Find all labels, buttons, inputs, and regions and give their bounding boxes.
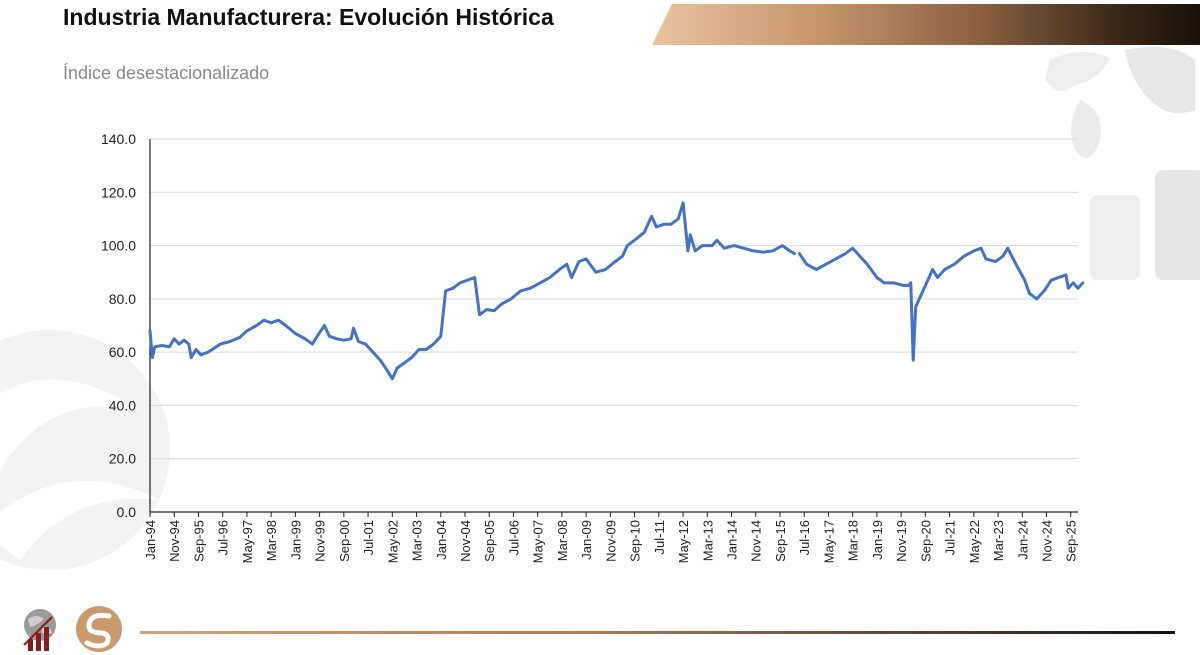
- x-tick-label: Mar-18: [846, 520, 861, 561]
- y-tick-label: 80.0: [109, 291, 136, 307]
- x-tick-label: Mar-03: [410, 520, 425, 561]
- y-tick-label: 120.0: [101, 184, 136, 200]
- x-tick-label: May-07: [531, 520, 546, 563]
- x-tick-label: Jan-14: [725, 520, 740, 560]
- x-tick-label: Jan-09: [579, 520, 594, 560]
- y-tick-label: 0.0: [117, 504, 137, 520]
- x-tick-label: Nov-09: [603, 520, 618, 562]
- series-line: [797, 246, 1085, 362]
- x-tick-label: Mar-23: [991, 520, 1006, 561]
- x-tick-label: Jan-24: [1015, 520, 1030, 560]
- x-tick-label: Jan-94: [143, 520, 158, 560]
- x-tick-label: Sep-25: [1064, 520, 1079, 562]
- y-tick-label: 20.0: [109, 451, 136, 467]
- x-tick-label: Sep-15: [773, 520, 788, 562]
- x-tick-label: Mar-08: [555, 520, 570, 561]
- x-tick-label: Jan-19: [870, 520, 885, 560]
- x-tick-label: Jul-21: [943, 520, 958, 555]
- x-tick-label: Mar-98: [264, 520, 279, 561]
- x-tick-label: Jan-04: [434, 520, 449, 560]
- x-tick-label: Nov-24: [1040, 520, 1055, 562]
- grid-lines: [150, 138, 1078, 460]
- x-tick-label: Nov-99: [313, 520, 328, 562]
- x-axis: Jan-94 Nov-94 Sep-95 Jul-96 May-97 Mar-98 Jan-…: [143, 511, 1079, 563]
- y-axis: 0.0 20.0 40.0 60.0 80.0 100.0 120.0 140.0: [101, 131, 151, 520]
- decorative-logo-watermark: [0, 330, 170, 570]
- globe-chart-logo-icon: [23, 609, 56, 651]
- x-tick-label: May-02: [385, 520, 400, 563]
- y-tick-label: 100.0: [101, 238, 136, 254]
- y-tick-label: 140.0: [101, 131, 136, 147]
- header-gradient-bar: [652, 4, 1200, 45]
- x-tick-label: May-12: [676, 520, 691, 563]
- x-tick-label: Nov-19: [894, 520, 909, 562]
- decorative-world-map: [1045, 46, 1200, 280]
- y-tick-label: 60.0: [109, 344, 136, 360]
- x-tick-label: May-22: [967, 520, 982, 563]
- x-tick-label: Sep-10: [628, 520, 643, 562]
- x-tick-label: Sep-05: [482, 520, 497, 562]
- x-tick-label: Nov-94: [167, 520, 182, 562]
- x-tick-label: Sep-95: [191, 520, 206, 562]
- x-tick-label: Sep-00: [337, 520, 352, 562]
- series-line: [148, 201, 796, 381]
- x-tick-label: Jul-16: [797, 520, 812, 555]
- x-tick-label: May-97: [240, 520, 255, 563]
- x-tick-label: Sep-20: [918, 520, 933, 562]
- x-tick-label: Nov-14: [749, 520, 764, 562]
- x-tick-label: Jul-06: [506, 520, 521, 555]
- y-tick-label: 40.0: [109, 397, 136, 413]
- x-tick-label: Mar-13: [700, 520, 715, 561]
- x-tick-label: May-17: [821, 520, 836, 563]
- x-tick-label: Nov-04: [458, 520, 473, 562]
- x-tick-label: Jul-11: [652, 520, 667, 554]
- brand-s-logo-icon: [76, 606, 122, 652]
- page-subtitle: Índice desestacionalizado: [63, 63, 270, 83]
- x-tick-label: Jul-96: [216, 520, 231, 555]
- x-tick-label: Jan-99: [288, 520, 303, 560]
- footer-divider: [140, 631, 1175, 634]
- page-title: Industria Manufacturera: Evolución Histó…: [63, 4, 554, 30]
- series-layer: [148, 201, 1085, 381]
- x-tick-label: Jul-01: [361, 520, 376, 555]
